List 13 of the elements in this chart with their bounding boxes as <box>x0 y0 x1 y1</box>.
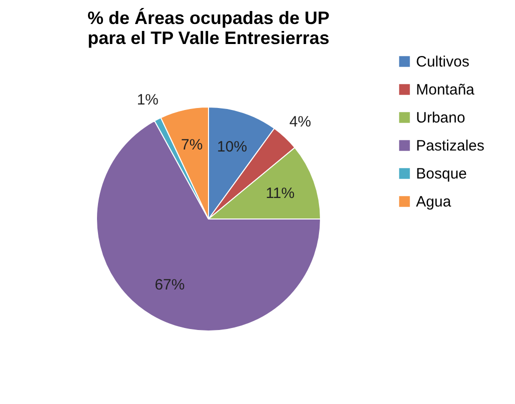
legend-label: Cultivos <box>416 54 470 70</box>
data-label: 7% <box>181 136 203 154</box>
legend-label: Agua <box>416 194 452 210</box>
data-label: 1% <box>136 92 159 109</box>
legend-label: Montaña <box>416 82 476 98</box>
legend-label: Pastizales <box>416 138 484 154</box>
legend-label: Urbano <box>416 110 466 126</box>
data-label: 67% <box>154 276 185 294</box>
chart-title: % de Áreas ocupadas de UP para el TP Valle Entresierras <box>87 8 330 48</box>
data-label: 11% <box>266 185 295 202</box>
data-label: 4% <box>289 113 312 130</box>
data-label: 10% <box>217 138 248 156</box>
legend-label: Bosque <box>416 166 467 182</box>
